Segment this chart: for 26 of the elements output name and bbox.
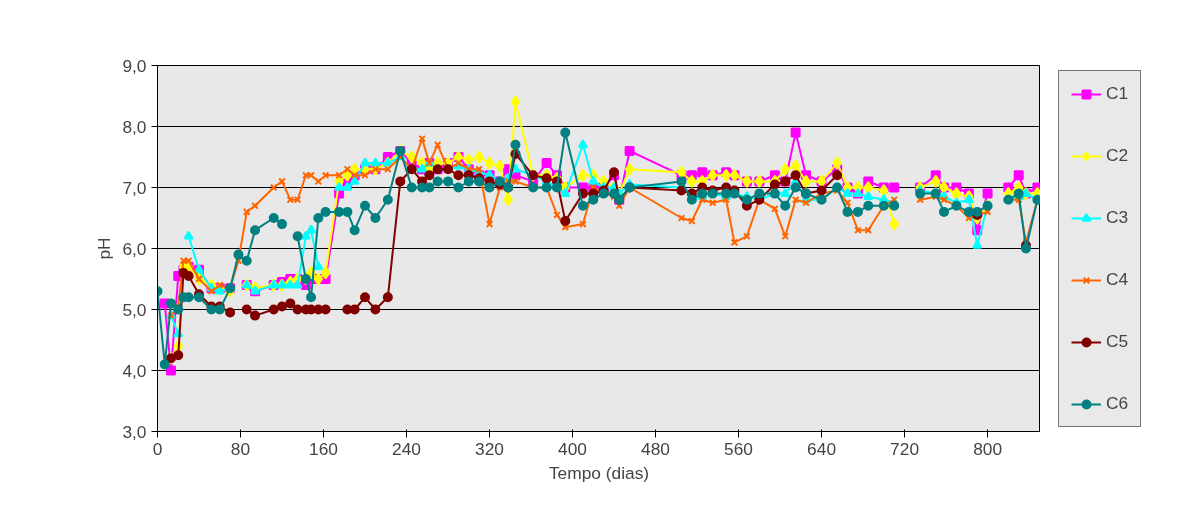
- legend-label: C5: [1106, 331, 1129, 352]
- x-tick-label: 80: [230, 438, 251, 459]
- x-tick-label: 240: [392, 438, 421, 459]
- x-tick-label: 160: [309, 438, 338, 459]
- legend-label: C4: [1106, 269, 1129, 290]
- y-tick-label: 6,0: [122, 238, 147, 259]
- y-tick-label: 9,0: [122, 55, 147, 76]
- x-tick-label: 640: [807, 438, 837, 459]
- legend-label: C6: [1106, 393, 1129, 414]
- x-tick-label: 0: [152, 438, 163, 459]
- x-axis-title: Tempo (dias): [548, 462, 650, 483]
- x-tick-label: 800: [973, 438, 1003, 459]
- x-tick-label: 480: [641, 438, 671, 459]
- y-tick-label: 5,0: [122, 299, 147, 320]
- legend-label: C2: [1106, 145, 1129, 166]
- x-tick-label: 320: [475, 438, 504, 459]
- y-tick-label: 8,0: [122, 116, 147, 137]
- y-axis-title: pH: [94, 237, 115, 260]
- legend-label: C1: [1106, 83, 1129, 104]
- y-tick-label: 4,0: [122, 360, 147, 381]
- x-tick-label: 400: [558, 438, 588, 459]
- x-tick-label: 720: [890, 438, 920, 459]
- x-tick-label: 560: [724, 438, 754, 459]
- y-tick-label: 3,0: [122, 421, 147, 442]
- y-tick-label: 7,0: [122, 177, 147, 198]
- legend-label: C3: [1106, 207, 1129, 228]
